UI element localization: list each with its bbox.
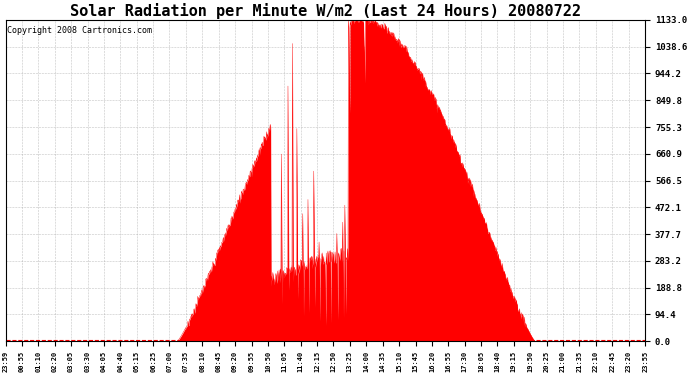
Text: Copyright 2008 Cartronics.com: Copyright 2008 Cartronics.com — [7, 26, 152, 35]
Title: Solar Radiation per Minute W/m2 (Last 24 Hours) 20080722: Solar Radiation per Minute W/m2 (Last 24… — [70, 3, 581, 19]
